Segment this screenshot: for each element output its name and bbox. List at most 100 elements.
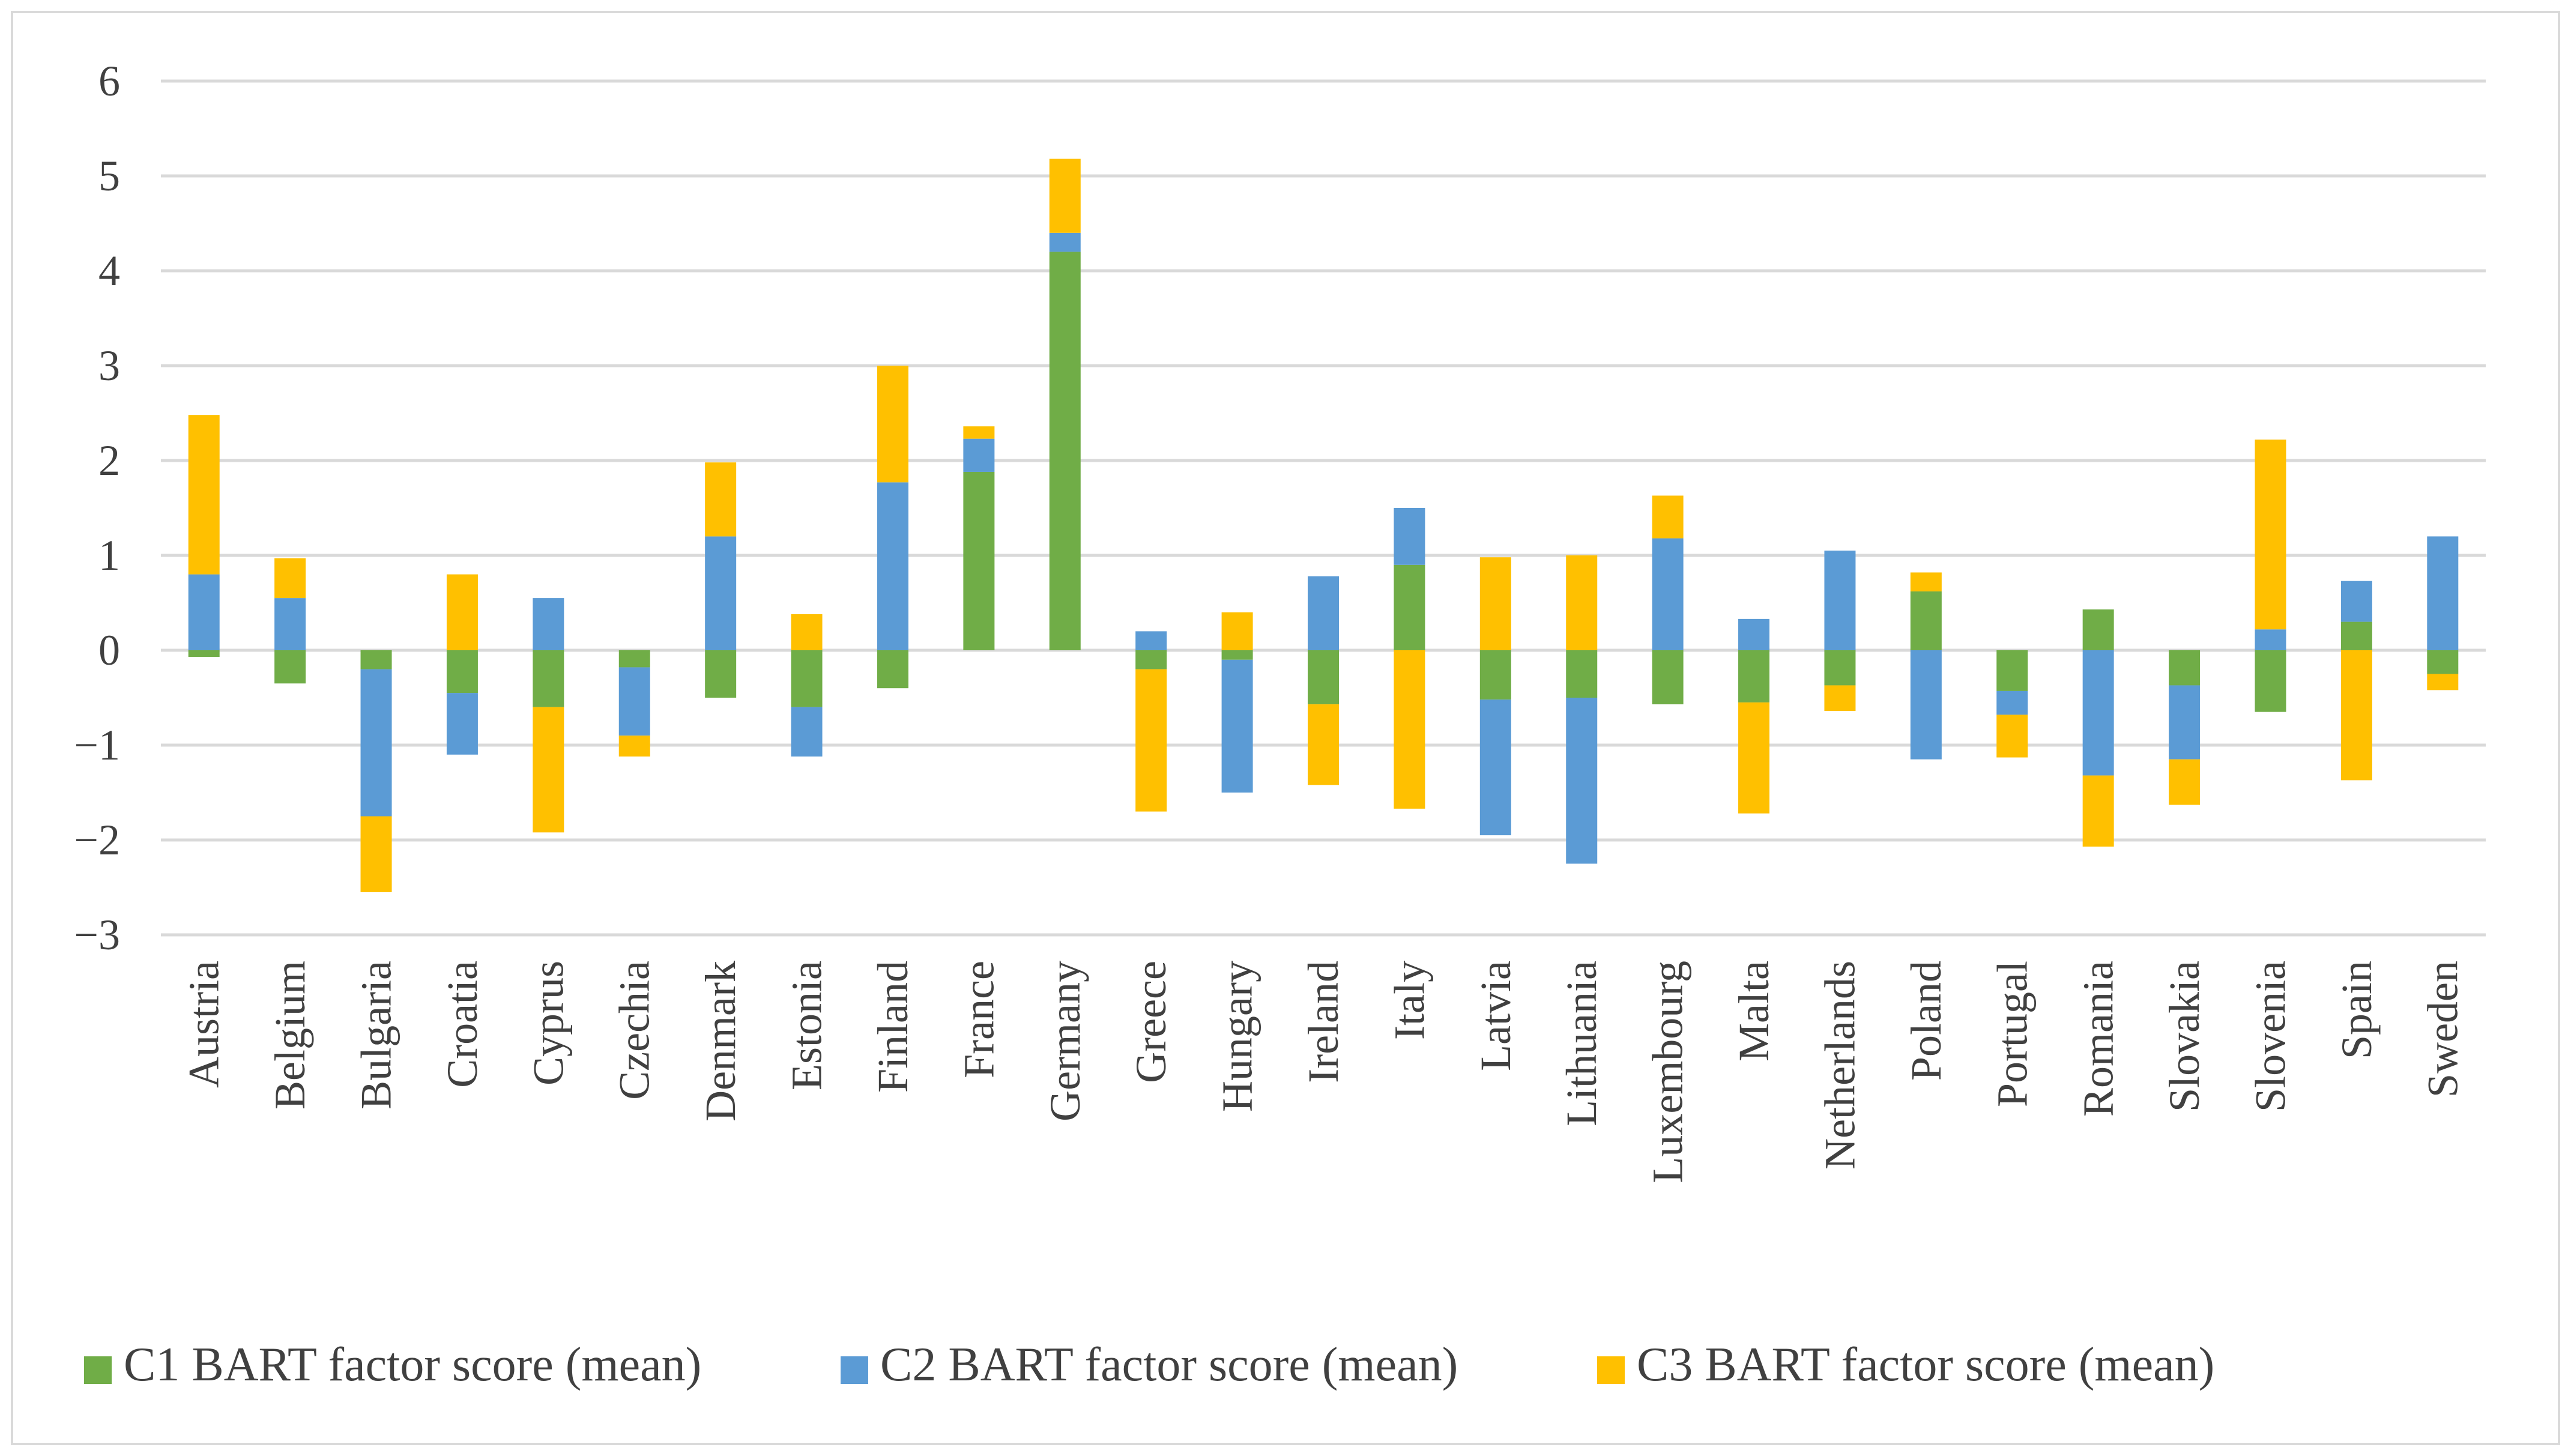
bar-segment bbox=[446, 693, 478, 755]
bar-segment bbox=[1221, 659, 1253, 793]
bar-segment bbox=[1394, 650, 1425, 809]
legend-label: C2 BART factor score (mean) bbox=[880, 1338, 1458, 1391]
bar-segment bbox=[274, 650, 306, 684]
bar-segment bbox=[1308, 576, 1339, 650]
bar-segment bbox=[1824, 650, 1856, 686]
x-tick-label: Luxembourg bbox=[1644, 961, 1692, 1183]
bar-segment bbox=[1566, 650, 1598, 698]
x-tick-label: Slovakia bbox=[2160, 961, 2208, 1112]
x-axis-tick-labels: Austria Belgium Bulgaria Croatia Cyprus Czech… bbox=[180, 961, 2467, 1183]
y-tick-label: −2 bbox=[74, 816, 120, 864]
x-tick-label: Greece bbox=[1127, 961, 1175, 1083]
bar-segment bbox=[1652, 650, 1684, 705]
bar-segment bbox=[2255, 650, 2286, 712]
y-tick-label: 6 bbox=[98, 57, 120, 105]
bar-segment bbox=[2082, 609, 2114, 650]
bar-segment bbox=[1049, 232, 1081, 252]
bar-segment bbox=[1394, 564, 1425, 650]
bar-segment bbox=[618, 736, 650, 757]
x-tick-label: Spain bbox=[2333, 961, 2381, 1059]
x-tick-label: Malta bbox=[1730, 961, 1778, 1062]
bar-segment bbox=[533, 598, 564, 650]
bar-segment bbox=[791, 707, 823, 757]
bar-segment bbox=[1221, 650, 1253, 660]
bar-segment bbox=[2340, 621, 2372, 650]
x-tick-label: Romania bbox=[2074, 961, 2122, 1117]
bar-segment bbox=[877, 482, 908, 650]
bar-segment bbox=[2169, 685, 2201, 760]
y-tick-label: −3 bbox=[74, 911, 120, 959]
y-tick-label: −1 bbox=[74, 721, 120, 769]
bar-segment bbox=[1910, 572, 1942, 592]
bar-segment bbox=[2169, 650, 2201, 686]
bar-segment bbox=[1221, 612, 1253, 650]
bar-segment bbox=[1479, 650, 1511, 700]
bar-segment bbox=[618, 650, 650, 668]
bar-segment bbox=[1135, 631, 1167, 650]
bar-segment bbox=[877, 366, 908, 483]
bar-segment bbox=[1135, 650, 1167, 669]
bars bbox=[188, 159, 2459, 892]
gridlines bbox=[161, 79, 2486, 937]
x-tick-label: France bbox=[955, 961, 1003, 1078]
bar-segment bbox=[963, 471, 995, 650]
y-tick-label: 0 bbox=[98, 626, 120, 674]
bar-segment bbox=[2255, 440, 2286, 630]
legend: C1 BART factor score (mean) C2 BART facto… bbox=[84, 1338, 2214, 1391]
bar-segment bbox=[1824, 685, 1856, 711]
bar-segment bbox=[1652, 538, 1684, 650]
bar-segment bbox=[1910, 650, 1942, 760]
bar-segment bbox=[791, 650, 823, 707]
bar-segment bbox=[533, 707, 564, 833]
legend-swatch bbox=[841, 1356, 868, 1384]
bar-segment bbox=[1049, 159, 1081, 233]
y-tick-label: 1 bbox=[98, 531, 120, 579]
x-tick-label: Denmark bbox=[696, 961, 745, 1122]
bar-segment bbox=[1479, 557, 1511, 650]
bar-segment bbox=[1738, 650, 1770, 702]
bar-segment bbox=[446, 574, 478, 650]
y-tick-label: 3 bbox=[98, 342, 120, 390]
bar-segment bbox=[360, 669, 392, 817]
bar-segment bbox=[360, 650, 392, 669]
bar-segment bbox=[1308, 650, 1339, 705]
bar-segment bbox=[705, 650, 737, 698]
bar-segment bbox=[360, 816, 392, 892]
legend-swatch bbox=[1597, 1356, 1625, 1384]
x-tick-label: Latvia bbox=[1472, 961, 1520, 1071]
x-tick-label: Slovenia bbox=[2246, 961, 2294, 1112]
bar-segment bbox=[877, 650, 908, 689]
bar-segment bbox=[1308, 704, 1339, 785]
bar-segment bbox=[1738, 702, 1770, 814]
bar-segment bbox=[963, 426, 995, 439]
bar-segment bbox=[188, 650, 220, 657]
bar-segment bbox=[1479, 699, 1511, 836]
x-tick-label: Poland bbox=[1902, 961, 1950, 1081]
y-tick-label: 5 bbox=[98, 152, 120, 200]
bar-segment bbox=[2169, 759, 2201, 805]
bar-segment bbox=[618, 667, 650, 736]
bar-segment bbox=[2427, 536, 2459, 650]
legend-label: C1 BART factor score (mean) bbox=[124, 1338, 701, 1391]
bar-segment bbox=[2340, 581, 2372, 622]
bar-segment bbox=[2427, 650, 2459, 674]
bar-segment bbox=[1996, 690, 2028, 715]
bar-segment bbox=[1566, 555, 1598, 650]
x-tick-label: Belgium bbox=[266, 961, 314, 1110]
bar-segment bbox=[705, 462, 737, 537]
bar-segment bbox=[2255, 629, 2286, 650]
x-tick-label: Austria bbox=[180, 961, 228, 1088]
bar-segment bbox=[791, 614, 823, 650]
bar-segment bbox=[188, 574, 220, 650]
bar-segment bbox=[1652, 495, 1684, 539]
x-tick-label: Bulgaria bbox=[352, 961, 400, 1110]
bar-segment bbox=[1738, 618, 1770, 650]
x-tick-label: Germany bbox=[1041, 961, 1089, 1122]
y-axis-tick-labels: −3 −2 −1 0 1 2 3 4 5 6 bbox=[74, 57, 120, 959]
bar-segment bbox=[2340, 650, 2372, 781]
bar-segment bbox=[2427, 674, 2459, 690]
bar-segment bbox=[1566, 698, 1598, 864]
bar-segment bbox=[1049, 252, 1081, 650]
legend-swatch bbox=[84, 1356, 112, 1384]
